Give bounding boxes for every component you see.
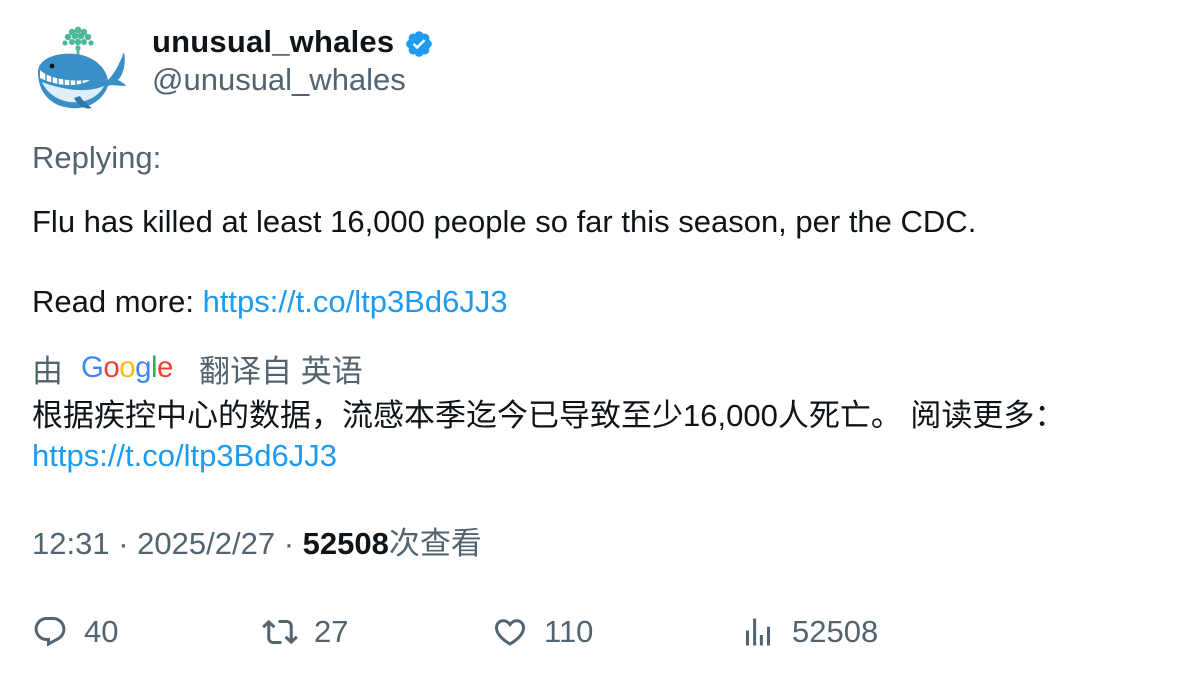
author-handle[interactable]: @unusual_whales [152, 62, 406, 97]
tweet-body: Flu has killed at least 16,000 people so… [32, 202, 977, 319]
heart-icon [494, 619, 526, 646]
tweet-link[interactable]: https://t.co/ltp3Bd6JJ3 [202, 284, 508, 319]
read-more-label: Read more: [32, 284, 203, 319]
reply-count: 40 [84, 614, 119, 649]
translated-text: 根据疾控中心的数据，流感本季迄今已导致至少16,000人死亡。 阅读更多： [32, 398, 1066, 433]
like-count: 110 [544, 614, 594, 649]
author-display-name[interactable]: unusual_whales [152, 24, 395, 59]
author-name-row: unusual_whales [152, 22, 434, 62]
tweet-date[interactable]: 2025/2/27 [137, 526, 276, 561]
replying-label: Replying: [32, 140, 162, 175]
translated-by-label: 由 [32, 353, 63, 389]
tweet-time[interactable]: 12:31 [32, 526, 110, 561]
verified-badge-icon[interactable] [404, 29, 434, 59]
analytics-bars-icon [746, 618, 770, 646]
reply-icon [34, 617, 66, 647]
translated-link[interactable]: https://t.co/ltp3Bd6JJ3 [32, 438, 338, 473]
google-logo-icon: Google [81, 351, 173, 384]
tweet-actions: 40 27 110 52508 [0, 608, 1196, 656]
meta-separator: · [118, 526, 129, 561]
tweet-meta: 12:31 · 2025/2/27 · 52508次查看 [32, 524, 482, 564]
whale-avatar[interactable] [28, 22, 128, 114]
meta-separator: · [283, 526, 295, 561]
views-button[interactable]: 52508 [740, 608, 878, 656]
translation-attribution: 由 Google 翻译自 英语 [32, 346, 363, 390]
svg-text:Google: Google [81, 351, 173, 384]
tweet-read-more: Read more: https://t.co/ltp3Bd6JJ3 [32, 282, 508, 322]
like-button[interactable]: 110 [492, 608, 593, 656]
views-count: 52508 [302, 526, 389, 561]
translated-from-label[interactable]: 翻译自 英语 [199, 353, 363, 389]
views-action-count: 52508 [792, 614, 879, 649]
tweet-text-line: Flu has killed at least 16,000 people so… [32, 204, 977, 239]
reply-button[interactable]: 40 [32, 608, 118, 656]
retweet-count: 27 [314, 614, 349, 649]
views-label: 次查看 [388, 526, 482, 561]
retweet-icon [262, 619, 298, 645]
retweet-button[interactable]: 27 [262, 608, 348, 656]
